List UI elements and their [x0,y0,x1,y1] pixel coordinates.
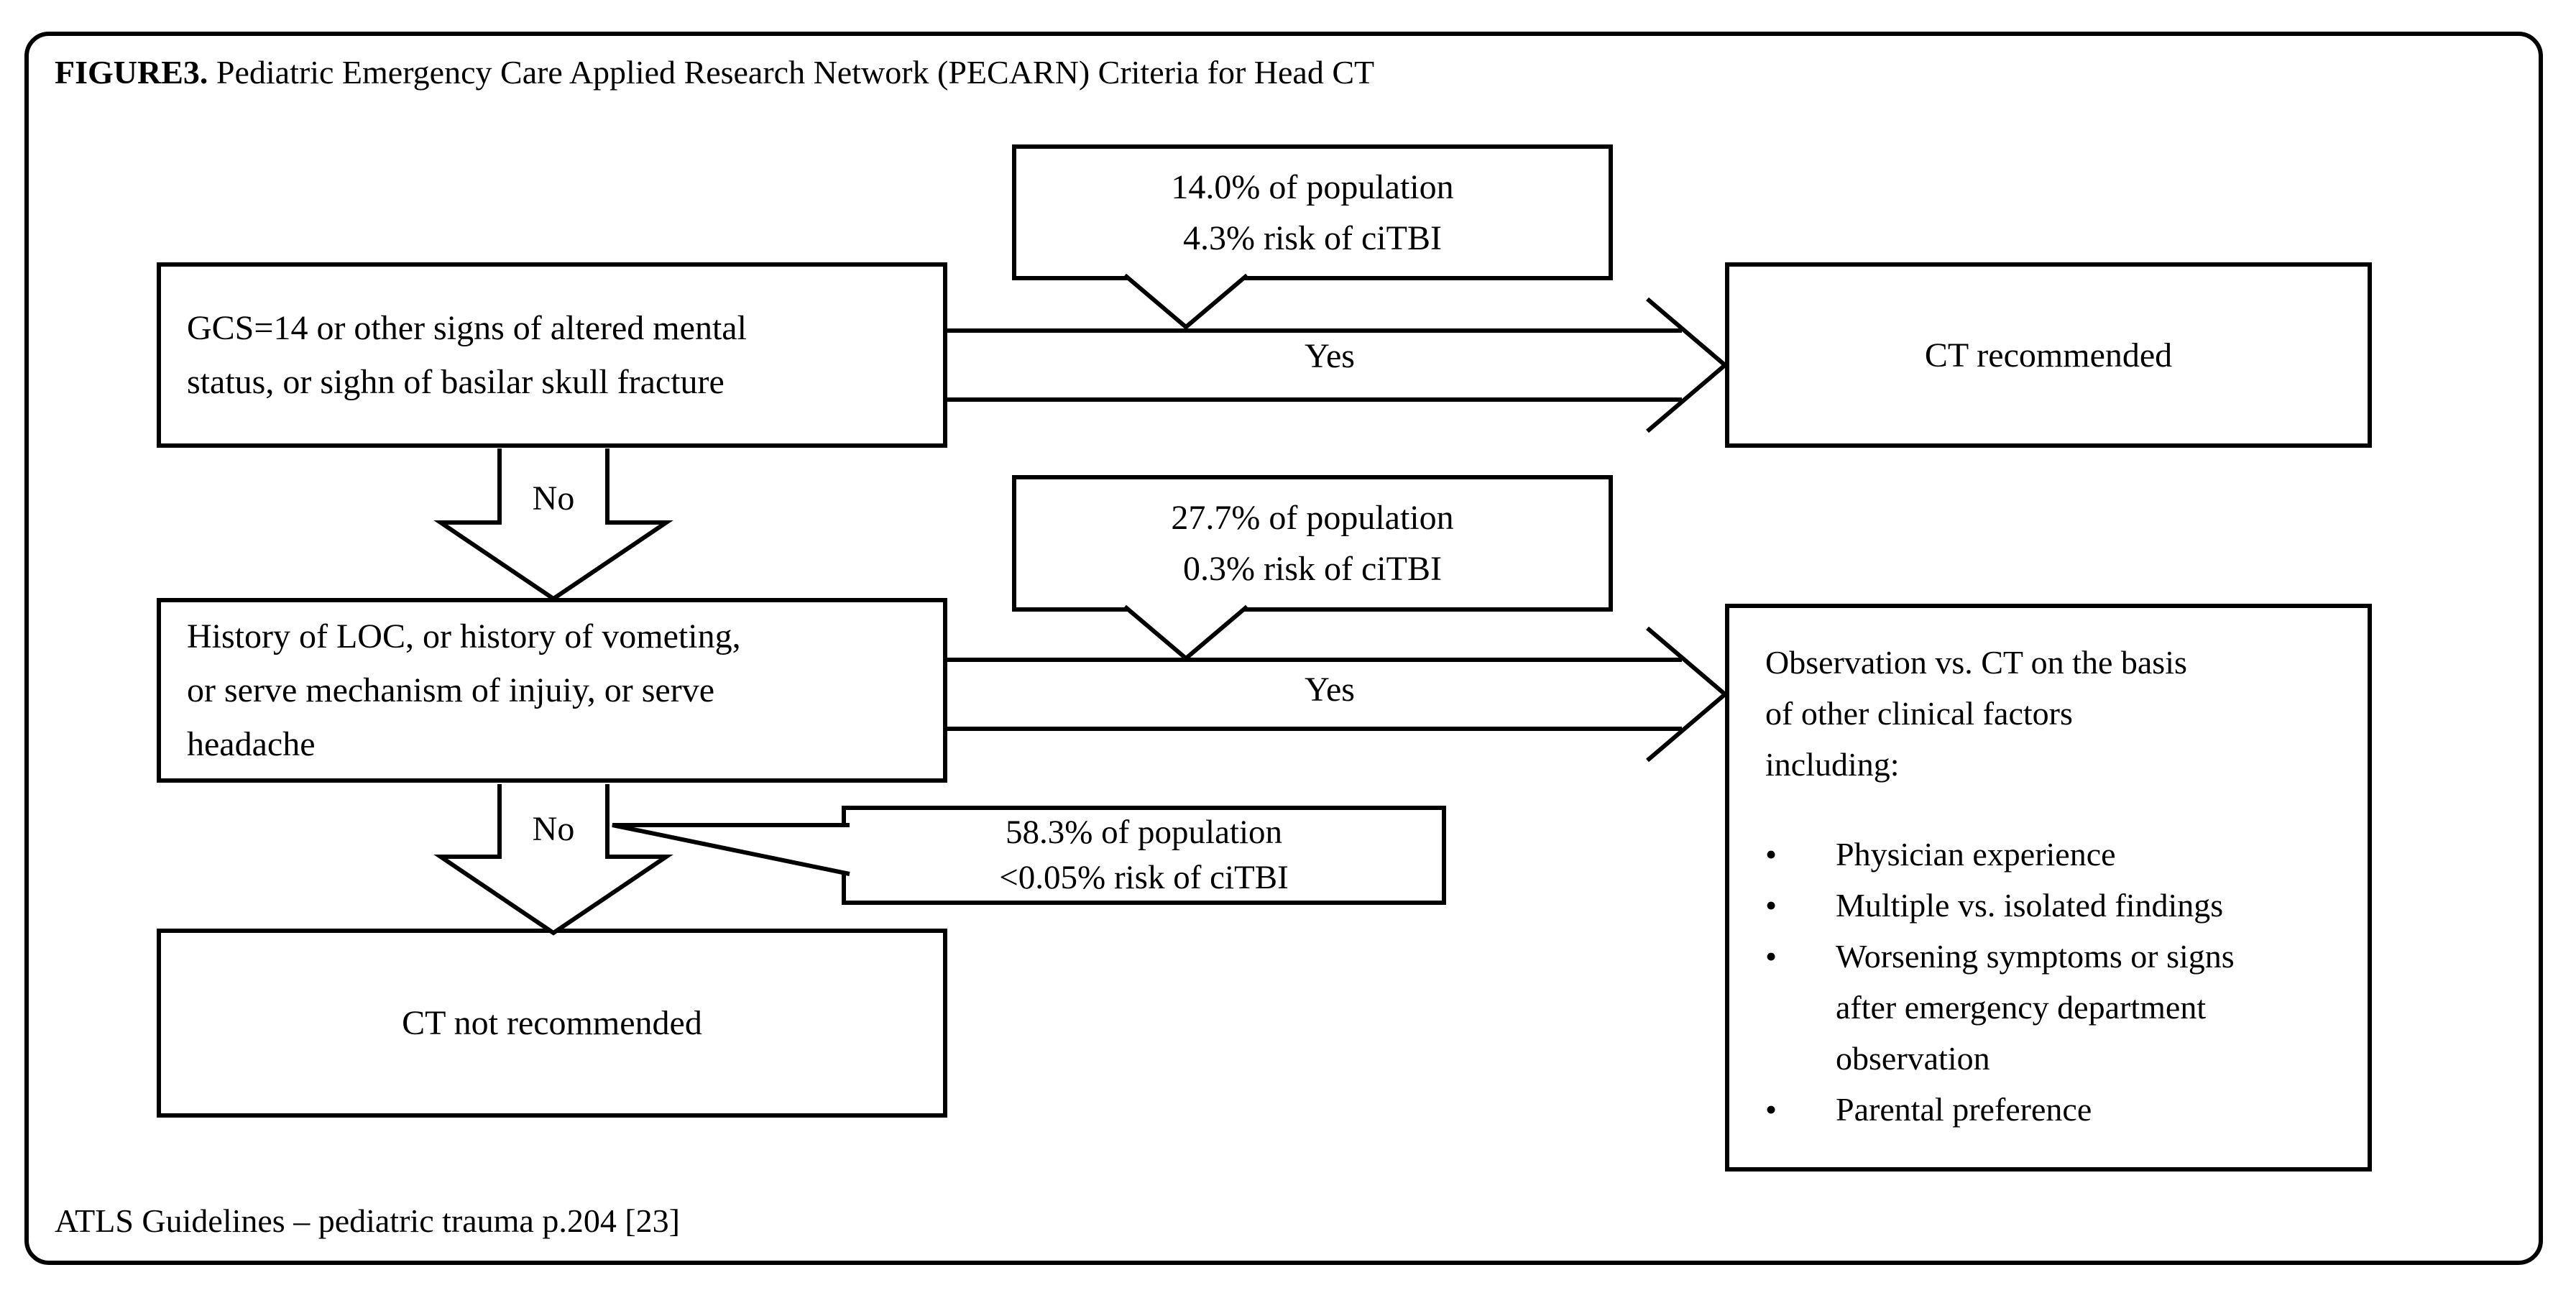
observation-bullet-item: • Parental preference [1765,1084,2353,1135]
observation-bullet-text: Worsening symptoms or signs [1836,938,2235,975]
risk-callout-2-line: 27.7% of population [1171,499,1454,537]
risk-callout-1-line: 14.0% of population [1171,167,1454,206]
decision-box-gcs-line: status, or sighn of basilar skull fractu… [187,363,724,401]
risk-callout-2: 27.7% of population 0.3% risk of ciTBI [1012,475,1613,612]
observation-bullet-text: Parental preference [1836,1091,2092,1128]
decision-box-history-line: or serve mechanism of injuiy, or serve [187,671,714,709]
risk-callout-1: 14.0% of population 4.3% risk of ciTBI [1012,144,1613,280]
figure-frame [24,32,2543,1265]
observation-bullet-text: observation [1836,1040,1990,1077]
outcome-box-ct-recommended: CT recommended [1725,262,2372,448]
risk-callout-2-line: 0.3% risk of ciTBI [1183,550,1442,588]
outcome-ct-recommended-text: CT recommended [1924,336,2173,374]
observation-bullet-text: after emergency department [1836,989,2207,1026]
decision-box-history-line: History of LOC, or history of vometing, [187,617,741,655]
observation-bullet-item: • Physician experience [1765,829,2353,880]
bullet-icon: • [1765,887,1777,924]
figure-caption: ATLS Guidelines – pediatric trauma p.204… [55,1202,680,1239]
observation-bullet-item: • Multiple vs. isolated findings [1765,880,2353,931]
bullet-icon: • [1765,1091,1777,1128]
observation-intro-line: Observation vs. CT on the basis [1765,644,2187,681]
no-label-1: No [532,479,575,517]
outcome-ct-not-recommended-text: CT not recommended [402,1004,702,1042]
decision-box-history: History of LOC, or history of vometing, … [157,598,947,783]
figure-title-text: Pediatric Emergency Care Applied Researc… [216,54,1375,91]
bullet-icon: • [1765,938,1777,975]
observation-spacer [1765,790,2353,829]
figure-label: FIGURE3. [55,54,208,91]
no-label-2: No [532,810,575,848]
risk-callout-3-line: <0.05% risk of ciTBI [999,859,1289,896]
observation-intro-line: of other clinical factors [1765,695,2073,732]
risk-callout-1-line: 4.3% risk of ciTBI [1183,218,1442,257]
observation-bullet-item: • Worsening symptoms or signs after emer… [1765,931,2353,1084]
observation-intro-line: including: [1765,746,1900,783]
observation-bullet-text: Physician experience [1836,836,2116,873]
bullet-icon: • [1765,836,1777,873]
risk-callout-3-line: 58.3% of population [1005,814,1283,851]
outcome-box-ct-not-recommended: CT not recommended [157,929,947,1118]
risk-callout-3: 58.3% of population <0.05% risk of ciTBI [842,806,1446,905]
decision-box-gcs: GCS=14 or other signs of altered mental … [157,262,947,448]
yes-label-2: Yes [1305,671,1355,709]
decision-box-history-line: headache [187,725,316,763]
yes-label-1: Yes [1305,337,1355,375]
figure-title: FIGURE3. Pediatric Emergency Care Applie… [55,53,1374,91]
decision-box-gcs-line: GCS=14 or other signs of altered mental [187,309,747,347]
observation-bullet-text: Multiple vs. isolated findings [1836,887,2224,924]
outcome-box-observation: Observation vs. CT on the basis of other… [1725,604,2372,1172]
